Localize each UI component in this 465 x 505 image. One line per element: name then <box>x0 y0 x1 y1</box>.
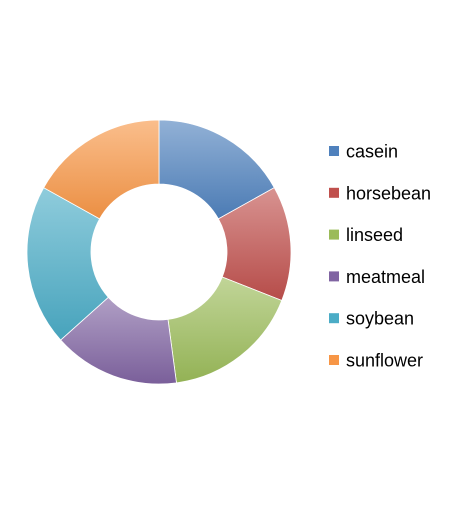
legend-label-horsebean: horsebean <box>346 183 431 203</box>
donut-slices <box>26 119 292 385</box>
legend-swatch-casein <box>329 146 339 156</box>
slice-soybean <box>26 187 109 341</box>
legend-swatch-sunflower <box>329 355 339 365</box>
legend-swatch-soybean <box>329 313 339 324</box>
chart-legend: casein horsebean linseed meatmeal soybean sun… <box>329 142 431 371</box>
legend-label-casein: casein <box>346 142 398 162</box>
legend-swatch-horsebean <box>329 187 339 198</box>
legend-swatch-meatmeal <box>329 271 339 282</box>
legend-label-soybean: soybean <box>346 309 414 329</box>
legend-swatch-linseed <box>329 229 339 240</box>
legend-label-linseed: linseed <box>346 225 403 245</box>
legend-label-meatmeal: meatmeal <box>346 267 425 287</box>
legend-label-sunflower: sunflower <box>346 351 423 371</box>
slice-sunflower <box>43 119 160 220</box>
